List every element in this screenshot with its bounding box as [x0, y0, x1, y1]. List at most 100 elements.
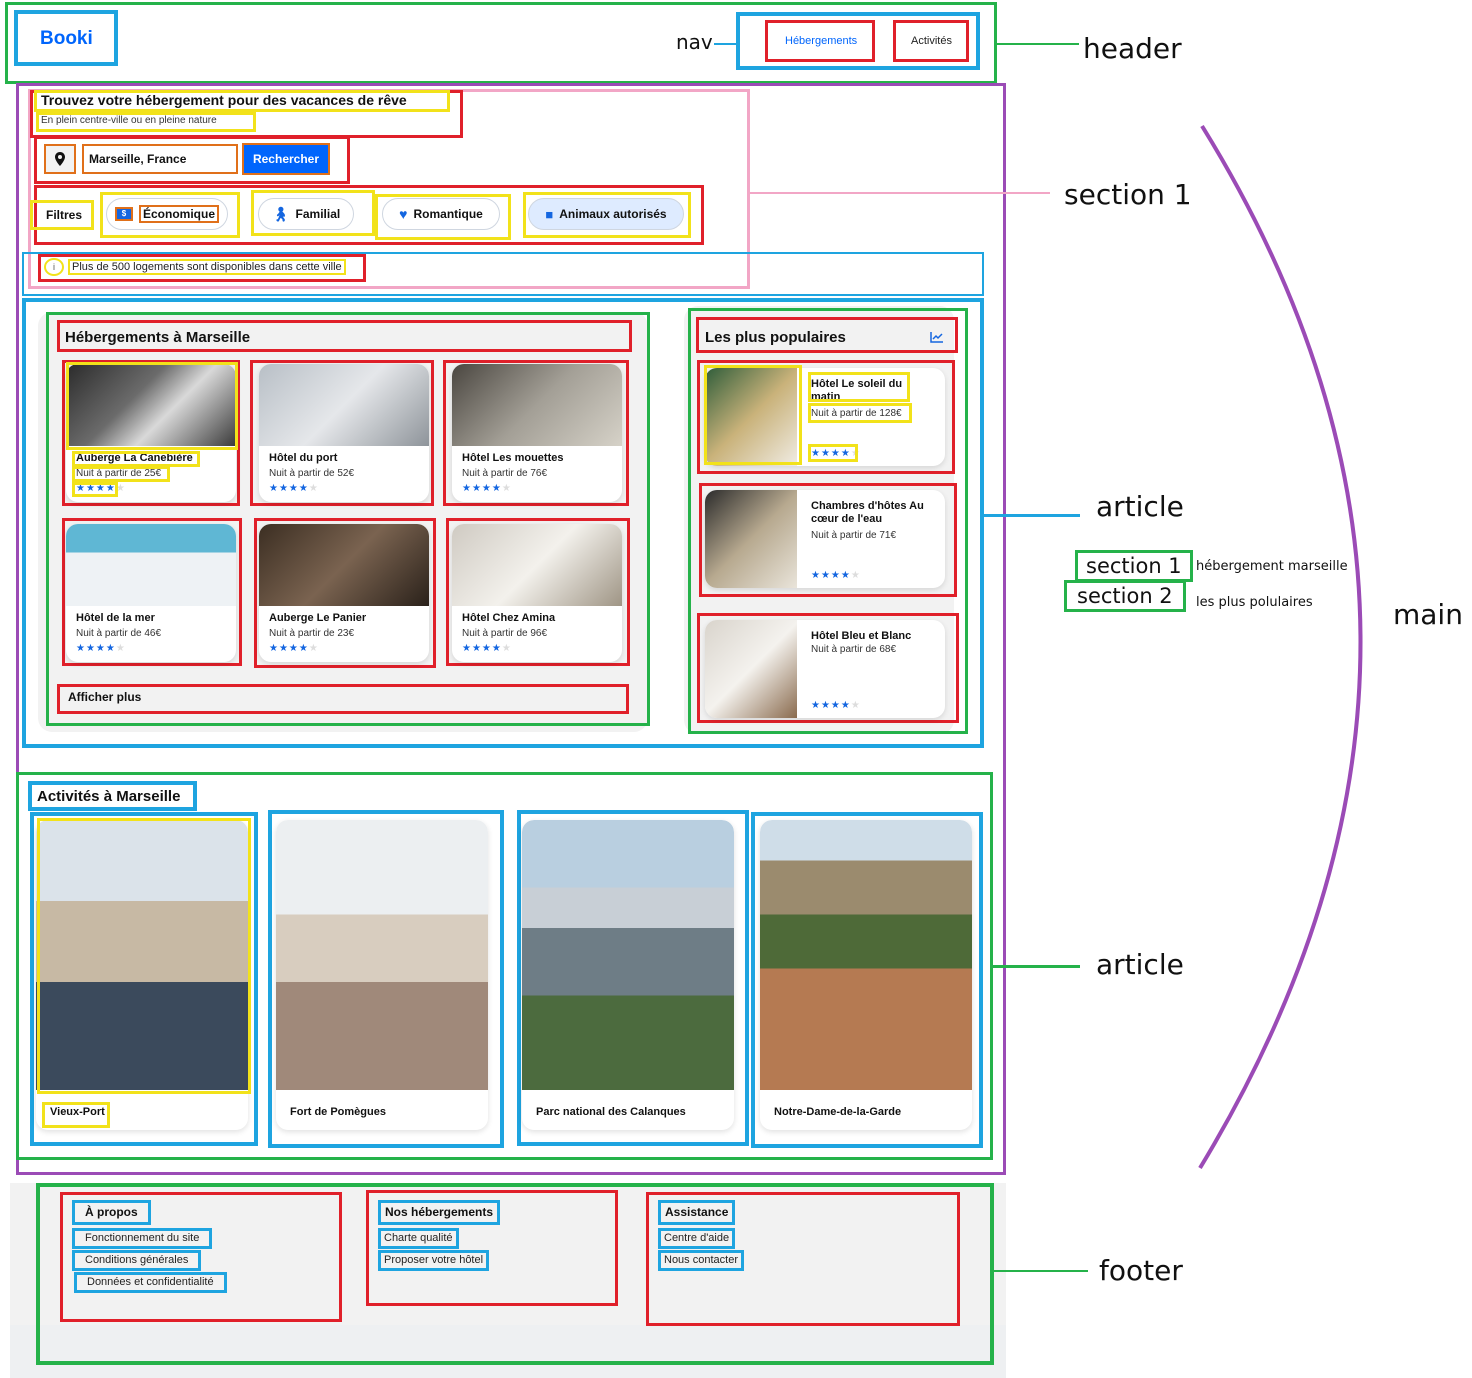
lodging-price: Nuit à partir de 23€ — [269, 628, 355, 639]
activity-card[interactable]: Fort de Pomègues — [276, 820, 488, 1130]
location-pin-icon — [44, 144, 76, 174]
popular-photo — [705, 490, 797, 588]
info-text: Plus de 500 logements sont disponibles d… — [68, 259, 346, 275]
rating-stars: ★★★★★ — [811, 700, 861, 711]
rating-stars: ★★★★★ — [269, 483, 319, 494]
trend-icon — [930, 330, 944, 348]
lodging-price: Nuit à partir de 96€ — [462, 628, 548, 639]
footer-link[interactable]: Fonctionnement du site — [72, 1228, 213, 1249]
section1-annotation: section 1 — [1064, 178, 1192, 211]
section2-desc: les plus polulaires — [1196, 595, 1313, 610]
lodging-name: Auberge La Canebière — [76, 452, 193, 464]
popular-photo — [705, 620, 797, 718]
nav-link-activites[interactable]: Activités — [911, 35, 952, 47]
activity-photo — [522, 820, 734, 1090]
lodging-price: Nuit à partir de 25€ — [76, 468, 162, 479]
footer-link[interactable]: Charte qualité — [378, 1228, 459, 1249]
lodging-photo — [259, 364, 429, 446]
footer-link[interactable]: Données et confidentialité — [74, 1272, 227, 1293]
footer-col-title: À propos — [72, 1200, 151, 1225]
lodging-name: Hôtel du port — [269, 452, 338, 464]
filter-label: Économique — [138, 205, 219, 223]
filter-animaux[interactable]: ■ Animaux autorisés — [528, 198, 684, 230]
popular-price: Nuit à partir de 71€ — [811, 530, 897, 541]
lodging-card[interactable]: Hôtel de la mer Nuit à partir de 46€ ★★★★★ — [66, 524, 236, 662]
nav-link-hebergements[interactable]: Hébergements — [785, 35, 858, 47]
filter-label: Familial — [295, 207, 341, 221]
popular-title: Les plus populaires — [705, 329, 846, 346]
lodging-card[interactable]: Hôtel Les mouettes Nuit à partir de 76€ ★★… — [452, 364, 622, 502]
popular-card[interactable]: Hôtel Le soleil du matin Nuit à partir de… — [705, 368, 945, 466]
popular-card[interactable]: Chambres d'hôtes Au cœur de l'eau Nuit à … — [705, 490, 945, 588]
lodging-price: Nuit à partir de 46€ — [76, 628, 162, 639]
article1-annotation: article — [1096, 490, 1184, 523]
lodging-card[interactable]: Hôtel Chez Amina Nuit à partir de 96€ ★★★★… — [452, 524, 622, 662]
footer-col-title: Assistance — [658, 1200, 736, 1225]
footer-link[interactable]: Nous contacter — [658, 1250, 744, 1271]
nav-annotation: nav — [676, 30, 713, 54]
article2-annotation: article — [1096, 948, 1184, 981]
rating-stars: ★★★★★ — [811, 570, 861, 581]
header-annotation: header — [1083, 32, 1182, 65]
lodging-photo — [66, 364, 236, 446]
heart-icon: ♥ — [399, 206, 408, 222]
activity-name: Vieux-Port — [50, 1106, 105, 1118]
lodging-photo — [452, 524, 622, 606]
lodging-name: Hôtel Chez Amina — [462, 612, 556, 624]
popular-price: Nuit à partir de 68€ — [811, 644, 897, 655]
lodging-card[interactable]: Auberge Le Panier Nuit à partir de 23€ ★★★… — [259, 524, 429, 662]
activity-photo — [276, 820, 488, 1090]
header-pointer — [997, 43, 1079, 45]
activity-name: Parc national des Calanques — [536, 1106, 686, 1118]
lodging-photo — [452, 364, 622, 446]
activities-title: Activités à Marseille — [37, 788, 181, 805]
hero-subtitle: En plein centre-ville ou en pleine natur… — [41, 115, 217, 126]
filter-familial[interactable]: 🚶︎ Familial — [258, 198, 354, 230]
rating-stars: ★★★★★ — [462, 643, 512, 654]
footer-link[interactable]: Proposer votre hôtel — [378, 1250, 490, 1271]
search-button[interactable]: Rechercher — [242, 143, 330, 175]
activity-card[interactable]: Vieux-Port — [36, 820, 248, 1130]
lodging-photo — [66, 524, 236, 606]
hero-title: Trouvez votre hébergement pour des vacan… — [41, 92, 407, 108]
popular-name: Chambres d'hôtes Au cœur de l'eau — [811, 500, 924, 525]
lodging-card[interactable]: Auberge La Canebière Nuit à partir de 25€… — [66, 364, 236, 502]
footer-link[interactable]: Centre d'aide — [658, 1228, 736, 1249]
activity-name: Fort de Pomègues — [290, 1106, 386, 1118]
filter-label: Animaux autorisés — [559, 207, 667, 221]
lodging-photo — [259, 524, 429, 606]
search-input[interactable]: Marseille, France — [82, 144, 238, 174]
money-icon: $ — [114, 207, 133, 221]
filter-economique[interactable]: $ Économique — [106, 198, 228, 230]
lodging-price: Nuit à partir de 52€ — [269, 468, 355, 479]
lodging-name: Hôtel de la mer — [76, 612, 155, 624]
activity-card[interactable]: Notre-Dame-de-la-Garde — [760, 820, 972, 1130]
nav-pointer — [714, 43, 738, 45]
popular-card[interactable]: Hôtel Bleu et Blanc Nuit à partir de 68€ ★… — [705, 620, 945, 718]
section2-tag: section 2 — [1064, 580, 1186, 612]
section1-pointer — [750, 192, 1050, 194]
info-icon: i — [44, 258, 64, 276]
popular-price: Nuit à partir de 128€ — [811, 408, 902, 419]
main-annotation: main — [1393, 598, 1463, 631]
show-more-button[interactable]: Afficher plus — [68, 690, 142, 704]
lodging-card[interactable]: Hôtel du port Nuit à partir de 52€ ★★★★★ — [259, 364, 429, 502]
activity-photo — [36, 820, 248, 1090]
filter-label: Romantique — [413, 207, 483, 221]
activity-photo — [760, 820, 972, 1090]
lodging-name: Auberge Le Panier — [269, 612, 367, 624]
filters-label: Filtres — [46, 208, 83, 222]
footer-pointer — [994, 1270, 1088, 1272]
footer-link[interactable]: Conditions générales — [72, 1250, 202, 1271]
activity-name: Notre-Dame-de-la-Garde — [774, 1106, 902, 1118]
lodging-name: Hôtel Les mouettes — [462, 452, 564, 464]
activity-card[interactable]: Parc national des Calanques — [522, 820, 734, 1130]
filter-romantique[interactable]: ♥ Romantique — [382, 198, 500, 230]
article2-pointer — [993, 965, 1080, 968]
logo[interactable]: Booki — [40, 28, 93, 49]
lodging-price: Nuit à partir de 76€ — [462, 468, 548, 479]
footer-annotation: footer — [1099, 1254, 1183, 1287]
article1-pointer — [984, 514, 1080, 517]
rating-stars: ★★★★★ — [76, 643, 126, 654]
popular-photo — [705, 368, 797, 466]
